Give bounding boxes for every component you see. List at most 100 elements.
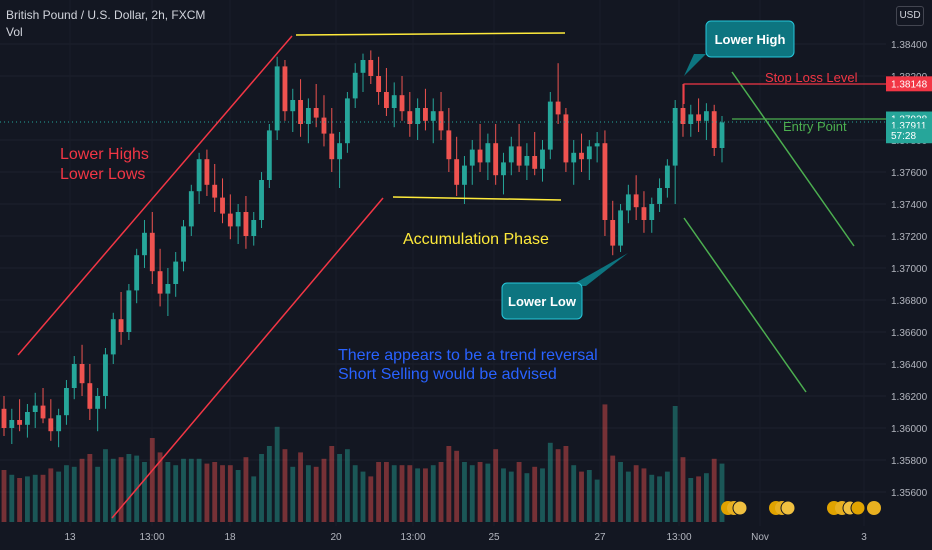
candle (305, 98, 311, 144)
volume-bar (87, 454, 93, 522)
volume-bar (56, 471, 62, 522)
volume-bar (719, 463, 725, 522)
volume-bar (454, 450, 460, 522)
volume-bar (524, 473, 530, 522)
candle (212, 164, 218, 212)
price-tick-label: 1.36800 (891, 296, 928, 307)
candle (501, 152, 506, 195)
volume-bar (508, 471, 514, 522)
volume-bar (594, 479, 600, 522)
candle (266, 124, 272, 188)
candle (290, 88, 296, 132)
stop-loss-line (683, 83, 886, 104)
candle (430, 98, 436, 144)
candle (95, 388, 101, 432)
candle (282, 60, 288, 121)
candle (110, 312, 116, 364)
volume-bar (352, 465, 358, 522)
volume-bar (337, 454, 343, 522)
volume-bar (243, 457, 249, 522)
candle (329, 108, 335, 172)
candle (220, 178, 225, 224)
volume-bar (251, 476, 257, 522)
candle (399, 76, 405, 121)
candle (196, 152, 202, 204)
volume-bar (188, 458, 194, 522)
candle (383, 68, 389, 116)
time-tick-label: 20 (330, 532, 342, 543)
currency-button[interactable]: USD (896, 6, 924, 26)
candle (485, 133, 491, 180)
volume-bar (64, 465, 69, 522)
volume-bar (633, 465, 639, 522)
candle (649, 197, 655, 233)
candle (313, 84, 319, 128)
volume-bar (430, 465, 436, 522)
price-tick-label: 1.38400 (891, 40, 928, 51)
candle (227, 194, 233, 240)
candle (87, 364, 93, 420)
candle (711, 104, 717, 156)
volume-bar (625, 471, 631, 522)
candle (423, 88, 428, 131)
volume-bar (407, 465, 413, 522)
candle (391, 82, 397, 128)
candle (235, 204, 241, 244)
candle (24, 404, 30, 438)
volume-bar (383, 462, 389, 522)
volume-bar (485, 463, 491, 522)
candle (188, 184, 194, 236)
candle (142, 220, 147, 268)
volume-bar (446, 446, 452, 522)
volume-bar (48, 468, 54, 522)
time-tick-label: 13 (64, 532, 76, 543)
candle (508, 136, 514, 176)
candle (251, 212, 257, 246)
time-axis[interactable]: 13 13:00 18 20 13:00 25 27 13:00 Nov 3 (0, 526, 886, 550)
accumulation-top-line (295, 32, 566, 36)
upper-red-trendline (17, 35, 293, 356)
volume-bar (71, 466, 77, 522)
candle (9, 408, 15, 444)
volume-bar (305, 465, 311, 522)
volume-bar (9, 474, 15, 522)
candle (407, 92, 413, 137)
volume-bar (79, 458, 85, 522)
candle (32, 392, 38, 428)
volume-bar (227, 465, 233, 522)
lower-low-callout: Lower Low (501, 253, 628, 320)
price-tick-label: 1.35600 (891, 488, 928, 499)
volume-bar (501, 468, 506, 522)
volume-bar (204, 463, 210, 522)
price-tick-label: 1.37200 (891, 232, 928, 243)
time-tick-label: 13:00 (666, 532, 691, 543)
price-tick-label: 1.35800 (891, 456, 928, 467)
economic-event-icons[interactable] (721, 500, 881, 516)
candle (321, 95, 327, 147)
volume-bar (173, 465, 179, 522)
volume-bar (126, 454, 132, 522)
price-tick-label: 1.36000 (891, 424, 928, 435)
grid (0, 43, 886, 493)
volume-bar (649, 474, 655, 522)
volume-bar (462, 462, 467, 522)
volume-bar (415, 468, 421, 522)
candle (477, 124, 483, 172)
price-tick-label: 1.37400 (891, 200, 928, 211)
candle (79, 344, 85, 396)
candle (641, 191, 647, 233)
svg-text:Lower High: Lower High (715, 32, 786, 47)
svg-text:1.37911: 1.37911 (891, 121, 927, 132)
candle (368, 50, 374, 84)
volume-bar (290, 466, 296, 522)
candle (454, 136, 460, 196)
price-label: 57:28 (886, 128, 932, 144)
candle (462, 156, 467, 204)
volume-bar (1, 470, 7, 522)
volume-bar (563, 446, 569, 522)
candle (633, 175, 639, 220)
candle (126, 284, 132, 340)
candle (376, 56, 382, 105)
time-tick-label: 25 (488, 532, 500, 543)
